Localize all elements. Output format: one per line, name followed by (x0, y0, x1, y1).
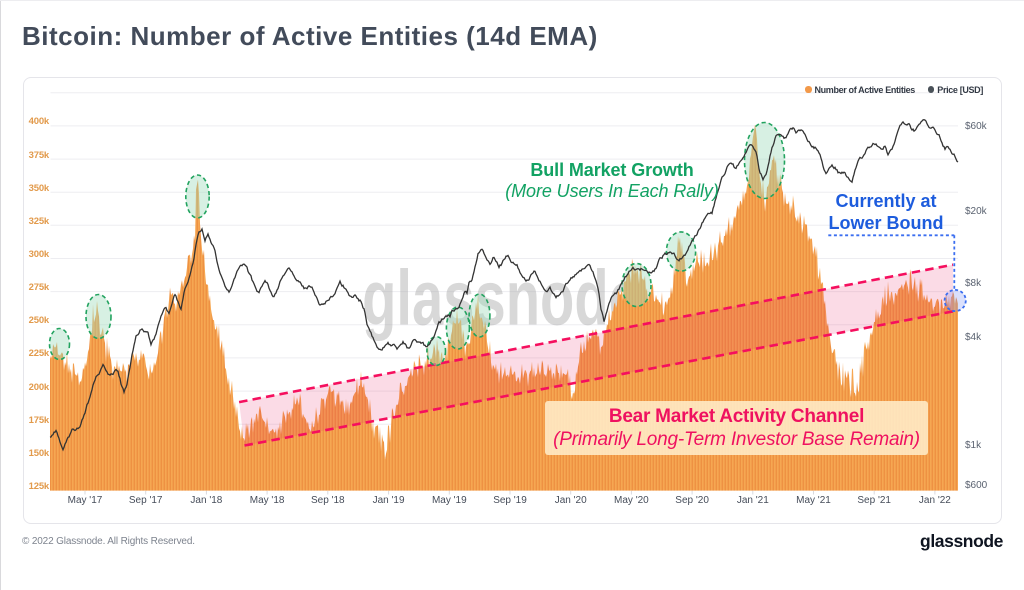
svg-text:glassnode: glassnode (362, 255, 640, 342)
